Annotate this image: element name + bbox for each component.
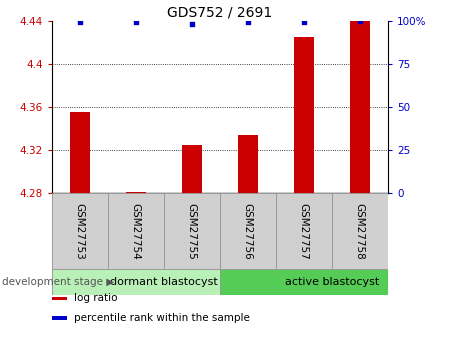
- Bar: [70, 112, 90, 193]
- Bar: [238, 135, 258, 193]
- Bar: [220, 193, 276, 269]
- Bar: [220, 269, 388, 295]
- Bar: [164, 193, 220, 269]
- Bar: [52, 316, 67, 320]
- Text: GSM27757: GSM27757: [299, 203, 309, 259]
- Bar: [294, 37, 313, 193]
- Bar: [350, 21, 370, 193]
- Point: [244, 20, 252, 25]
- Text: percentile rank within the sample: percentile rank within the sample: [74, 313, 249, 323]
- Bar: [182, 145, 202, 193]
- Point: [76, 20, 83, 25]
- Text: active blastocyst: active blastocyst: [285, 277, 379, 287]
- Text: GSM27753: GSM27753: [75, 203, 85, 259]
- Text: development stage ▶: development stage ▶: [2, 277, 115, 287]
- Point: [188, 21, 195, 27]
- Bar: [108, 193, 164, 269]
- Text: GSM27758: GSM27758: [355, 203, 365, 259]
- Bar: [332, 193, 388, 269]
- Point: [132, 20, 139, 25]
- Bar: [126, 192, 146, 193]
- Bar: [52, 297, 67, 300]
- Point: [356, 18, 364, 23]
- Text: log ratio: log ratio: [74, 294, 117, 303]
- Bar: [52, 269, 220, 295]
- Text: GSM27755: GSM27755: [187, 203, 197, 259]
- Bar: [276, 193, 332, 269]
- Text: dormant blastocyst: dormant blastocyst: [110, 277, 218, 287]
- Text: GSM27754: GSM27754: [131, 203, 141, 259]
- Text: GSM27756: GSM27756: [243, 203, 253, 259]
- Point: [300, 20, 308, 25]
- Bar: [52, 193, 108, 269]
- Title: GDS752 / 2691: GDS752 / 2691: [167, 6, 272, 20]
